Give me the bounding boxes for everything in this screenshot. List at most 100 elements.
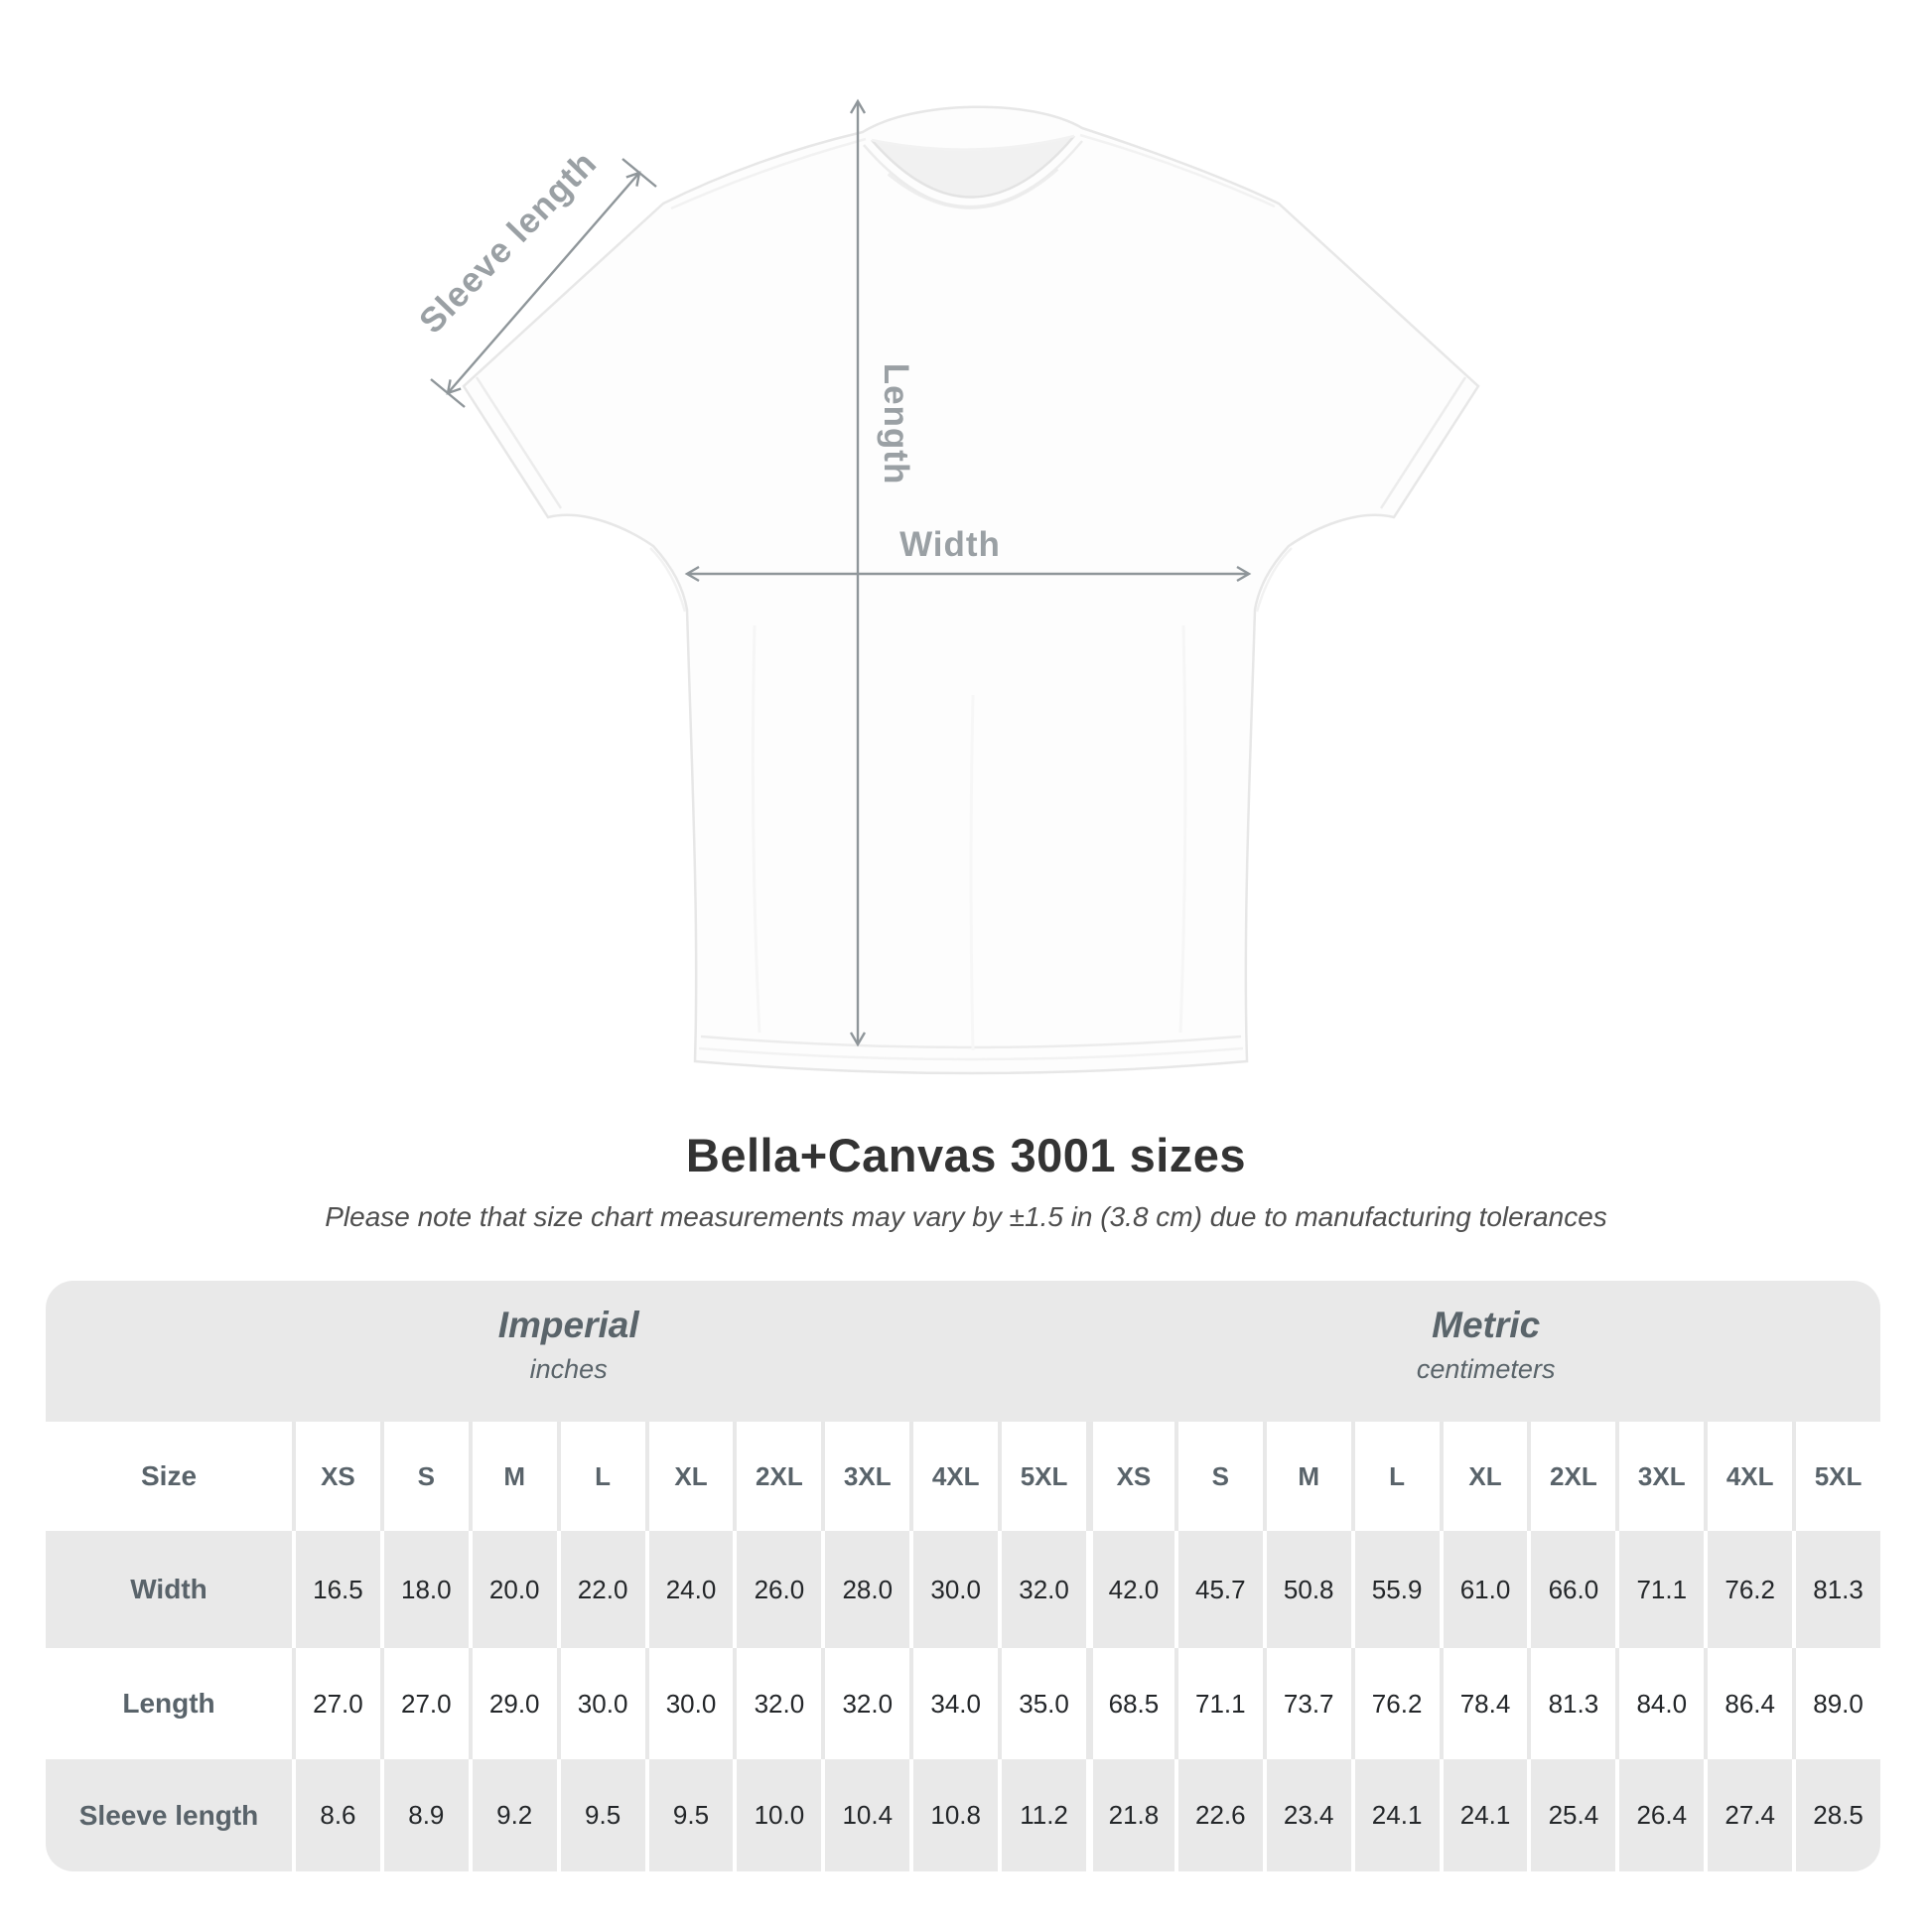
wrinkle-line	[969, 694, 975, 1051]
table-cell: 28.0	[821, 1531, 909, 1648]
table-cell: 26.4	[1615, 1759, 1704, 1871]
shoulder-seam-left	[670, 137, 867, 210]
table-cell: 89.0	[1792, 1648, 1880, 1759]
sleeve-hem-right	[1379, 376, 1467, 509]
table-cell: 27.0	[379, 1648, 469, 1759]
col-header-metric-s: S	[1173, 1422, 1263, 1531]
table-cell: 32.0	[733, 1648, 821, 1759]
underarm-crease-right	[1255, 547, 1293, 613]
table-cell: 24.0	[644, 1531, 734, 1648]
col-header-imperial-3xl: 3XL	[821, 1422, 909, 1531]
page-title: Bella+Canvas 3001 sizes	[685, 1129, 1247, 1181]
sleeve-hem-left	[475, 376, 563, 509]
col-header-size: Size	[140, 1460, 198, 1491]
imperial-section-header: Imperial inches	[46, 1281, 1091, 1422]
metric-section-unit: centimeters	[1416, 1354, 1556, 1384]
wrinkle-line	[751, 624, 761, 1034]
table-cell: 18.0	[379, 1531, 469, 1648]
col-header-metric-l: L	[1350, 1422, 1440, 1531]
col-header-imperial-4xl: 4XL	[909, 1422, 998, 1531]
shoulder-seam-right	[1079, 133, 1276, 208]
table-cell: 16.5	[292, 1531, 380, 1648]
col-header-imperial-5xl: 5XL	[998, 1422, 1086, 1531]
col-header-imperial-xl: XL	[644, 1422, 734, 1531]
metric-section-header: Metric centimeters	[1091, 1281, 1880, 1422]
table-cell: 10.0	[733, 1759, 821, 1871]
col-header-metric-xl: XL	[1439, 1422, 1528, 1531]
table-cell: 9.5	[556, 1759, 645, 1871]
table-cell: 71.1	[1615, 1531, 1704, 1648]
table-cell: 24.1	[1439, 1759, 1528, 1871]
size-table: Imperial inches Metric centimeters Size X…	[46, 1281, 1880, 1871]
table-cell: 45.7	[1173, 1531, 1263, 1648]
table-cell: 8.9	[379, 1759, 469, 1871]
neckline-outer-seam	[863, 140, 1083, 209]
table-cell: 27.4	[1704, 1759, 1792, 1871]
table-cell: 78.4	[1439, 1648, 1528, 1759]
table-cell: 28.5	[1792, 1759, 1880, 1871]
table-cell: 10.8	[909, 1759, 998, 1871]
tshirt-illustration	[462, 105, 1480, 1075]
neck-opening	[872, 136, 1074, 198]
metric-section-title: Metric	[1432, 1305, 1541, 1345]
table-cell: 66.0	[1527, 1531, 1615, 1648]
table-cell: 24.1	[1350, 1759, 1440, 1871]
bottom-hem-seam-2	[698, 1046, 1244, 1061]
row-label: Width	[130, 1574, 207, 1604]
table-cell: 22.6	[1173, 1759, 1263, 1871]
table-cell: 61.0	[1439, 1531, 1528, 1648]
sleeve-arrow-end-tick	[621, 158, 657, 188]
table-row: Sleeve length 8.6 8.9 9.2 9.5 9.5 10.0 10.4 10.8…	[46, 1759, 1880, 1871]
width-label: Width	[899, 525, 1001, 564]
col-header-imperial-m: M	[468, 1422, 557, 1531]
table-cell: 9.5	[644, 1759, 734, 1871]
page-subtitle: Please note that size chart measurements…	[325, 1201, 1607, 1232]
table-cell: 50.8	[1262, 1531, 1351, 1648]
table-cell: 76.2	[1704, 1531, 1792, 1648]
table-cell: 32.0	[821, 1648, 909, 1759]
col-header-imperial-2xl: 2XL	[733, 1422, 821, 1531]
table-cell: 22.0	[556, 1531, 645, 1648]
table-cell: 42.0	[1085, 1531, 1174, 1648]
col-header-metric-2xl: 2XL	[1527, 1422, 1615, 1531]
tshirt-measurement-diagram: Sleeve length Length Width	[412, 98, 1480, 1075]
table-cell: 84.0	[1615, 1648, 1704, 1759]
col-header-metric-xs: XS	[1085, 1422, 1174, 1531]
table-cell: 30.0	[909, 1531, 998, 1648]
table-cell: 25.4	[1527, 1759, 1615, 1871]
row-label: Sleeve length	[78, 1799, 259, 1831]
unit-header-band: Imperial inches Metric centimeters	[46, 1281, 1880, 1422]
col-header-metric-5xl: 5XL	[1792, 1422, 1880, 1531]
table-cell: 20.0	[468, 1531, 557, 1648]
table-cell: 27.0	[292, 1648, 380, 1759]
table-cell: 8.6	[292, 1759, 380, 1871]
size-table-body: Size XS S M L XL 2XL 3XL 4XL 5XL XS S M L XL 2XL 3XL 4XL 5…	[46, 1422, 1880, 1871]
table-cell: 10.4	[821, 1759, 909, 1871]
table-cell: 81.3	[1792, 1531, 1880, 1648]
imperial-section-unit: inches	[529, 1354, 608, 1384]
col-header-imperial-xs: XS	[292, 1422, 380, 1531]
col-header-imperial-s: S	[379, 1422, 469, 1531]
table-cell: 73.7	[1262, 1648, 1351, 1759]
table-cell: 68.5	[1085, 1648, 1174, 1759]
table-cell: 71.1	[1173, 1648, 1263, 1759]
table-cell: 76.2	[1350, 1648, 1440, 1759]
col-header-imperial-l: L	[556, 1422, 645, 1531]
col-header-metric-m: M	[1262, 1422, 1351, 1531]
wrinkle-line	[1178, 624, 1187, 1034]
imperial-section-title: Imperial	[497, 1305, 639, 1345]
sleeve-length-arrow	[446, 171, 641, 395]
table-cell: 23.4	[1262, 1759, 1351, 1871]
table-cell: 29.0	[468, 1648, 557, 1759]
table-cell: 30.0	[556, 1648, 645, 1759]
table-cell: 21.8	[1085, 1759, 1174, 1871]
table-row-sizes: Size XS S M L XL 2XL 3XL 4XL 5XL XS S M L XL 2XL 3XL 4XL 5…	[46, 1422, 1880, 1531]
table-cell: 11.2	[998, 1759, 1086, 1871]
tshirt-details	[475, 133, 1467, 1061]
sleeve-arrow-start-tick	[430, 378, 466, 408]
table-row: Length 27.0 27.0 29.0 30.0 30.0 32.0 32.0 34.0 35…	[46, 1648, 1880, 1759]
table-cell: 86.4	[1704, 1648, 1792, 1759]
neckline-seam	[871, 135, 1075, 199]
table-cell: 55.9	[1350, 1531, 1440, 1648]
